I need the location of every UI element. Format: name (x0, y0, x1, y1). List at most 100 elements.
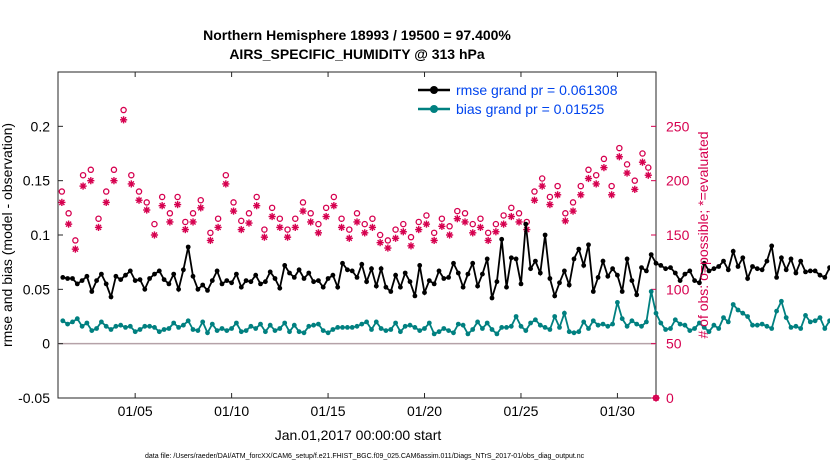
obs-possible-point (585, 166, 592, 174)
obs-star-stroke (330, 202, 337, 209)
obs-evaluated-point (330, 202, 338, 210)
obs-star-stroke (269, 213, 276, 220)
bias-point (113, 323, 119, 329)
obs-possible-point (214, 215, 222, 222)
bias-point (152, 325, 157, 330)
y-tick-label-right: 0 (666, 390, 674, 406)
bias-point (518, 323, 524, 329)
obs-evaluated-point (415, 225, 423, 234)
rmse-point (711, 266, 717, 272)
obs-evaluated-point (584, 174, 593, 183)
bias-point (123, 325, 128, 330)
obs-possible-point (284, 226, 291, 233)
bias-point (74, 316, 80, 322)
obs-possible-point (569, 199, 577, 206)
obs-star-stroke (361, 229, 368, 236)
obs-possible-point (484, 229, 492, 237)
rmse-point (750, 264, 755, 269)
bias-point (586, 326, 591, 331)
obs-star-stroke (292, 224, 299, 231)
obs-possible-point (65, 210, 72, 217)
bias-point (533, 317, 538, 323)
legend-label: rmse grand pr = 0.061308 (456, 82, 618, 98)
rmse-point (798, 258, 804, 264)
rmse-point (663, 266, 668, 272)
rmse-point (388, 289, 394, 294)
obs-possible-point (492, 220, 500, 228)
obs-possible-point (135, 188, 143, 195)
bias-point (451, 330, 456, 336)
rmse-point (373, 283, 379, 289)
rmse-point (793, 270, 799, 276)
y-tick-label-left: 0.2 (31, 118, 51, 134)
obs-star-stroke (103, 199, 110, 206)
obs-star-stroke (58, 199, 65, 206)
obs-possible-point (299, 199, 307, 206)
rmse-point (171, 271, 177, 277)
bias-point (460, 322, 466, 328)
obs-star-stroke (245, 220, 253, 227)
bias-point (557, 325, 562, 330)
obs-possible-point (72, 237, 79, 244)
bias-point (364, 319, 369, 325)
obs-evaluated-point (283, 233, 292, 241)
bias-point (581, 319, 587, 325)
obs-evaluated-point (623, 169, 631, 177)
bias-point (325, 330, 331, 336)
rmse-point (725, 267, 731, 273)
rmse-point (378, 266, 384, 272)
obs-possible-point (508, 204, 515, 212)
rmse-point (335, 284, 341, 290)
obs-star-stroke (87, 177, 94, 184)
obs-possible-point (197, 196, 204, 204)
bias-point (513, 314, 519, 319)
obs-star-stroke (400, 228, 407, 235)
rmse-point (774, 275, 779, 280)
rmse-point (267, 269, 273, 275)
bias-point (422, 326, 427, 331)
obs-star-stroke (215, 224, 222, 231)
obs-possible-point (95, 215, 102, 222)
rmse-point (730, 248, 736, 254)
obs-evaluated-point (127, 180, 135, 188)
rmse-point (460, 284, 466, 290)
obs-evaluated-point (631, 185, 639, 193)
obs-star-stroke (616, 153, 623, 160)
obs-evaluated-point (58, 198, 66, 206)
bias-point (176, 325, 182, 330)
chart-title: Northern Hemisphere 18993 / 19500 = 97.4… (203, 27, 511, 43)
obs-possible-point (330, 193, 338, 201)
obs-star-stroke (407, 242, 415, 249)
rmse-point (65, 276, 70, 281)
rmse-point (783, 267, 789, 273)
obs-evaluated-point (615, 153, 623, 161)
rmse-point (214, 268, 220, 274)
obs-evaluated-point (361, 229, 369, 237)
bias-point (195, 328, 201, 333)
rmse-point (316, 278, 321, 283)
bias-point (214, 328, 220, 333)
rmse-point (79, 278, 85, 283)
bias-point (330, 327, 336, 332)
rmse-point (272, 276, 278, 281)
obs-evaluated-point (291, 223, 299, 231)
rmse-point (224, 278, 230, 283)
bias-point (615, 300, 620, 305)
obs-star-stroke (261, 234, 268, 241)
bias-point (754, 322, 760, 328)
bias-point (692, 326, 697, 331)
obs-possible-point (415, 218, 422, 226)
bias-point (383, 328, 389, 333)
bias-point (354, 323, 360, 329)
obs-possible-point (143, 199, 150, 206)
bias-point (407, 322, 413, 328)
y-tick-label-right: 50 (666, 336, 682, 352)
rmse-point (219, 281, 225, 287)
obs-star-stroke (639, 159, 646, 166)
rmse-point (108, 294, 114, 300)
obs-evaluated-point (307, 218, 315, 226)
rmse-point (209, 278, 215, 283)
rmse-point (566, 282, 572, 288)
bias-point (817, 315, 823, 320)
rmse-point (701, 260, 707, 266)
